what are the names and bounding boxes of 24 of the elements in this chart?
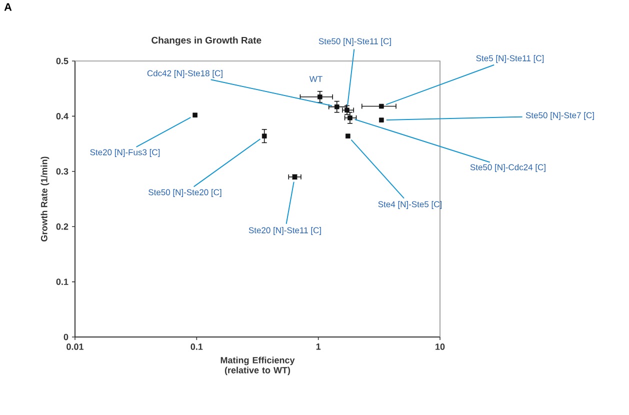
y-tick-label: 0.1 — [56, 278, 68, 285]
x-axis-title: Mating Efficiency (relative to WT) — [220, 356, 295, 376]
annotation: Ste50 [N]-Cdc24 [C] — [470, 164, 546, 172]
x-tick-label: 1 — [316, 344, 321, 350]
x-tick-label: 0.1 — [190, 344, 203, 350]
annotation: Ste4 [N]-Ste5 [C] — [378, 201, 442, 209]
y-axis-title: Growth Rate (1/min) — [40, 156, 50, 242]
x-tick-label: 10 — [436, 344, 445, 350]
y-tick-label: 0.5 — [56, 58, 68, 64]
y-tick-label: 0.3 — [56, 168, 68, 175]
annotation: WT — [309, 76, 322, 82]
chart-title: Changes in Growth Rate — [152, 36, 262, 46]
annotation: Ste50 [N]-Ste11 [C] — [318, 38, 391, 46]
x-tick-label: 0.01 — [66, 344, 84, 350]
y-tick-label: 0.4 — [56, 113, 68, 120]
y-tick-label: 0 — [64, 334, 68, 340]
annotation: Cdc42 [N]-Ste18 [C] — [147, 70, 222, 78]
annotation: Ste20 [N]-Fus3 [C] — [90, 149, 160, 157]
annotation: Ste5 [N]-Ste11 [C] — [476, 55, 544, 63]
text: A — [4, 3, 12, 11]
annotation: Ste50 [N]-Ste7 [C] — [526, 112, 594, 120]
annotation: Ste20 [N]-Ste11 [C] — [248, 227, 321, 235]
y-tick-label: 0.2 — [56, 223, 68, 230]
annotation: Ste50 [N]-Ste20 [C] — [148, 189, 222, 197]
